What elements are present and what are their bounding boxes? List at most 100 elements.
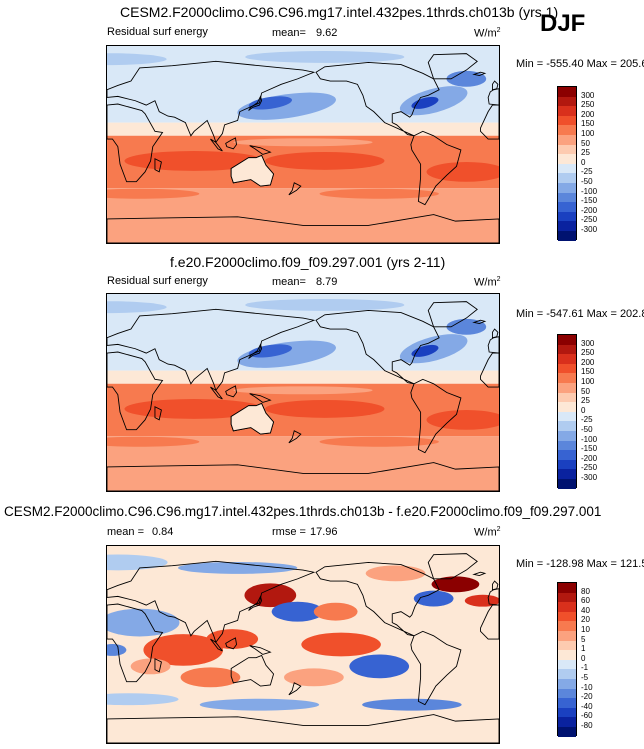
coastline <box>472 319 487 324</box>
colorbar-segment <box>558 659 576 670</box>
colorbar-tick-label: 10 <box>581 625 590 634</box>
colorbar-tick-label: -50 <box>581 177 593 186</box>
map-field-feature <box>265 400 385 418</box>
coastline <box>315 61 440 137</box>
colorbar-segment <box>558 669 576 679</box>
coastline <box>491 80 499 91</box>
colorbar-tick-label: 250 <box>581 100 595 110</box>
coastline <box>480 604 499 640</box>
colorbar-segment <box>558 382 576 393</box>
colorbar-segment <box>558 373 576 383</box>
coastline <box>107 560 316 644</box>
map-field-feature <box>107 53 167 66</box>
colorbar-tick-label: 20 <box>581 615 590 625</box>
minmax-label: Min = -547.61 Max = 202.80 <box>516 308 644 320</box>
colorbar-segment <box>558 392 576 403</box>
map-field-feature <box>206 629 259 649</box>
coastline <box>107 60 316 144</box>
colorbar-tick-label: 80 <box>581 586 590 596</box>
coastline <box>107 603 164 683</box>
colorbar-tick-label: 0 <box>581 405 586 415</box>
coastline <box>230 654 275 687</box>
colorbar-tick-label: 25 <box>581 148 590 158</box>
colorbar-segment <box>558 602 576 612</box>
coastline <box>107 103 164 183</box>
map-field-feature <box>411 96 439 109</box>
colorbar-segment <box>558 230 576 241</box>
map-plot <box>106 45 500 244</box>
colorbar-bar <box>557 582 577 737</box>
colorbar-segment <box>558 182 576 193</box>
colorbar-tick-label: -150 <box>581 444 598 454</box>
map-field-feature <box>107 608 180 637</box>
coastline <box>154 158 162 173</box>
map-field-feature <box>107 693 179 706</box>
units-label: W/m2 <box>474 276 501 289</box>
coastline <box>491 328 499 339</box>
colorbar-segment <box>558 630 576 641</box>
colorbar-tick-label: 250 <box>581 348 595 358</box>
colorbar-segment <box>558 650 576 660</box>
map-field-feature <box>365 565 426 582</box>
map-field-feature <box>431 576 480 593</box>
colorbar-tick-label: -250 <box>581 463 598 473</box>
colorbar-segment <box>558 211 576 222</box>
map-field-feature <box>199 698 320 711</box>
colorbar-tick-label: 0 <box>581 157 586 167</box>
coastline <box>248 595 263 611</box>
colorbar-tick-label: -40 <box>581 701 593 711</box>
colorbar-segment <box>558 96 576 107</box>
mean-value: 9.62 <box>316 27 338 39</box>
colorbar-tick-label: 300 <box>581 90 595 100</box>
coastline <box>410 630 462 706</box>
coastline <box>427 301 478 328</box>
coastline <box>288 182 302 196</box>
colorbar-tick-label: -300 <box>581 225 598 234</box>
mean-label: mean= <box>272 276 306 288</box>
colorbar-tick-label: 1 <box>581 644 586 654</box>
colorbar-tick-label: 150 <box>581 119 595 129</box>
coastline <box>107 714 499 743</box>
map-field-feature <box>177 561 298 574</box>
map-field-band <box>107 370 499 384</box>
colorbar-tick-label: -10 <box>581 682 593 692</box>
colorbar-bar <box>557 334 577 489</box>
coastline <box>249 393 272 403</box>
map-field-feature <box>319 188 439 199</box>
colorbar-segment <box>558 173 576 183</box>
map-field-feature <box>245 299 405 311</box>
colorbar-tick-label: -20 <box>581 692 593 702</box>
colorbar-tick-label: -250 <box>581 215 598 225</box>
map-field-feature <box>107 301 167 314</box>
colorbar-tick-label: -150 <box>581 196 598 206</box>
coastline <box>472 71 487 76</box>
map-field-feature <box>464 594 499 607</box>
mean-label: mean = <box>107 526 144 538</box>
map-field-feature <box>313 602 358 621</box>
colorbar-tick-label: 25 <box>581 396 590 406</box>
colorbar-tick-label: -100 <box>581 186 598 196</box>
colorbar-tick-label: -300 <box>581 473 598 482</box>
colorbar-tick-label: 60 <box>581 596 590 606</box>
panel-title: CESM2.F2000climo.C96.C96.mg17.intel.432p… <box>4 504 602 519</box>
colorbar-segment <box>558 163 576 174</box>
coastline <box>248 343 263 359</box>
coastline-australia <box>230 154 275 187</box>
map-plot <box>106 545 500 744</box>
coastline <box>225 385 238 398</box>
colorbar-segment <box>558 106 576 116</box>
units-label: W/m2 <box>474 526 501 539</box>
coastline <box>210 138 223 152</box>
colorbar-segment <box>558 621 576 631</box>
coastline <box>107 462 499 491</box>
coastline <box>288 430 302 444</box>
map-plot <box>106 293 500 492</box>
map-field-feature <box>413 590 454 607</box>
coastline <box>248 95 263 111</box>
map-canvas <box>107 546 499 743</box>
colorbar-segment <box>558 688 576 699</box>
minmax-label: Min = -128.98 Max = 121.56 <box>516 558 644 570</box>
coastline <box>154 658 162 673</box>
map-field-feature <box>244 583 297 608</box>
rmse-label: rmse = <box>272 526 306 538</box>
